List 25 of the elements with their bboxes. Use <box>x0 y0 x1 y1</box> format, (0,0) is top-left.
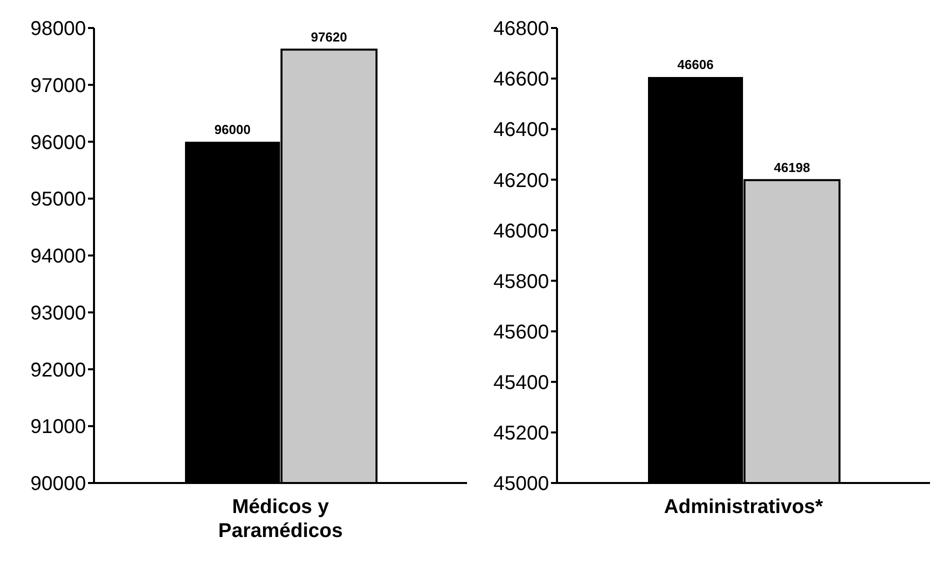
data-label: 46198 <box>774 160 810 176</box>
data-label: 97620 <box>310 30 348 45</box>
y-tick-label: 46000 <box>493 220 549 242</box>
y-tick-label: 45200 <box>493 422 549 445</box>
y-tick-label: 46400 <box>493 119 549 142</box>
data-label: 96000 <box>214 122 251 137</box>
y-tick-label: 45400 <box>493 372 549 394</box>
y-tick-label: 90000 <box>30 473 86 496</box>
y-tick-label: 93000 <box>30 302 86 324</box>
y-tick-label: 97000 <box>30 74 86 97</box>
y-tick-label: 92000 <box>30 359 86 382</box>
x-axis-title: Médicos y Paramédicos <box>218 496 343 542</box>
y-tick-label: 96000 <box>30 132 86 154</box>
y-tick-label: 46800 <box>493 18 549 40</box>
y-tick-label: 46200 <box>493 170 549 192</box>
y-tick-label: 94000 <box>30 246 86 268</box>
y-tick-label: 45800 <box>493 270 549 293</box>
data-label: 46606 <box>677 57 714 72</box>
y-tick-label: 45000 <box>493 473 549 496</box>
y-tick-label: 91000 <box>30 416 86 438</box>
y-tick-label: 46600 <box>493 68 549 91</box>
x-axis-title: Administrativos* <box>664 496 824 518</box>
y-tick-label: 95000 <box>30 188 86 211</box>
y-tick-label: 98000 <box>30 18 86 40</box>
y-tick-label: 45600 <box>493 321 549 344</box>
